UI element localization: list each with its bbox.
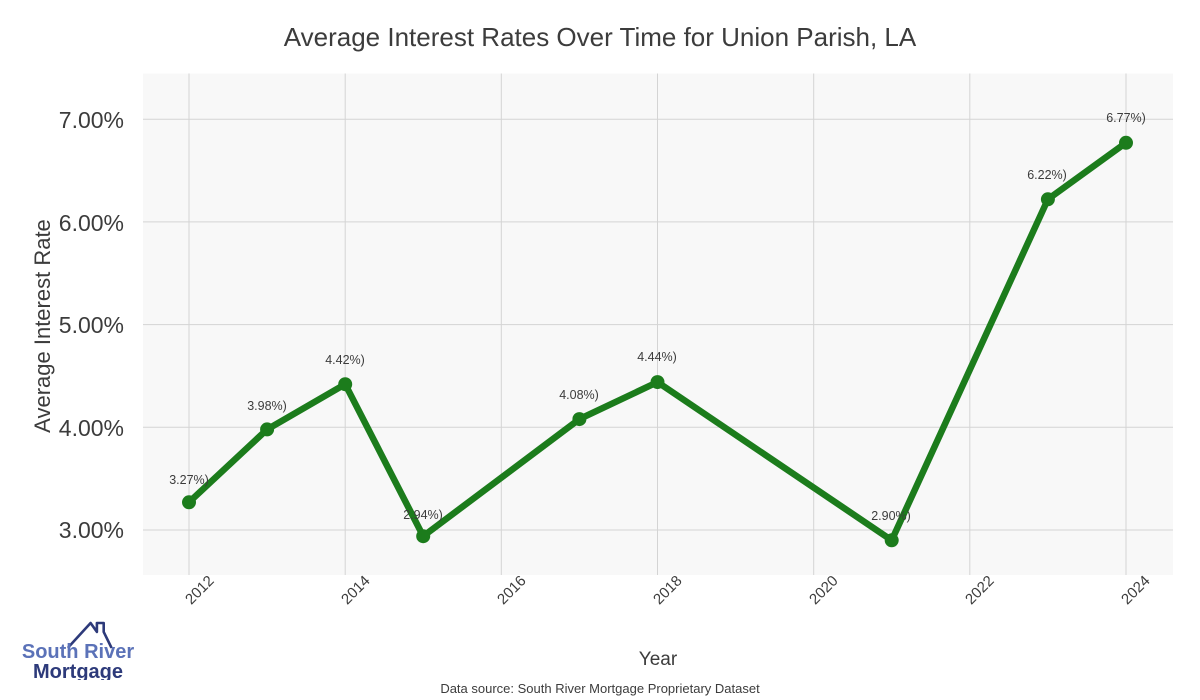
svg-text:Mortgage: Mortgage: [33, 661, 123, 680]
svg-text:South River: South River: [22, 641, 134, 663]
